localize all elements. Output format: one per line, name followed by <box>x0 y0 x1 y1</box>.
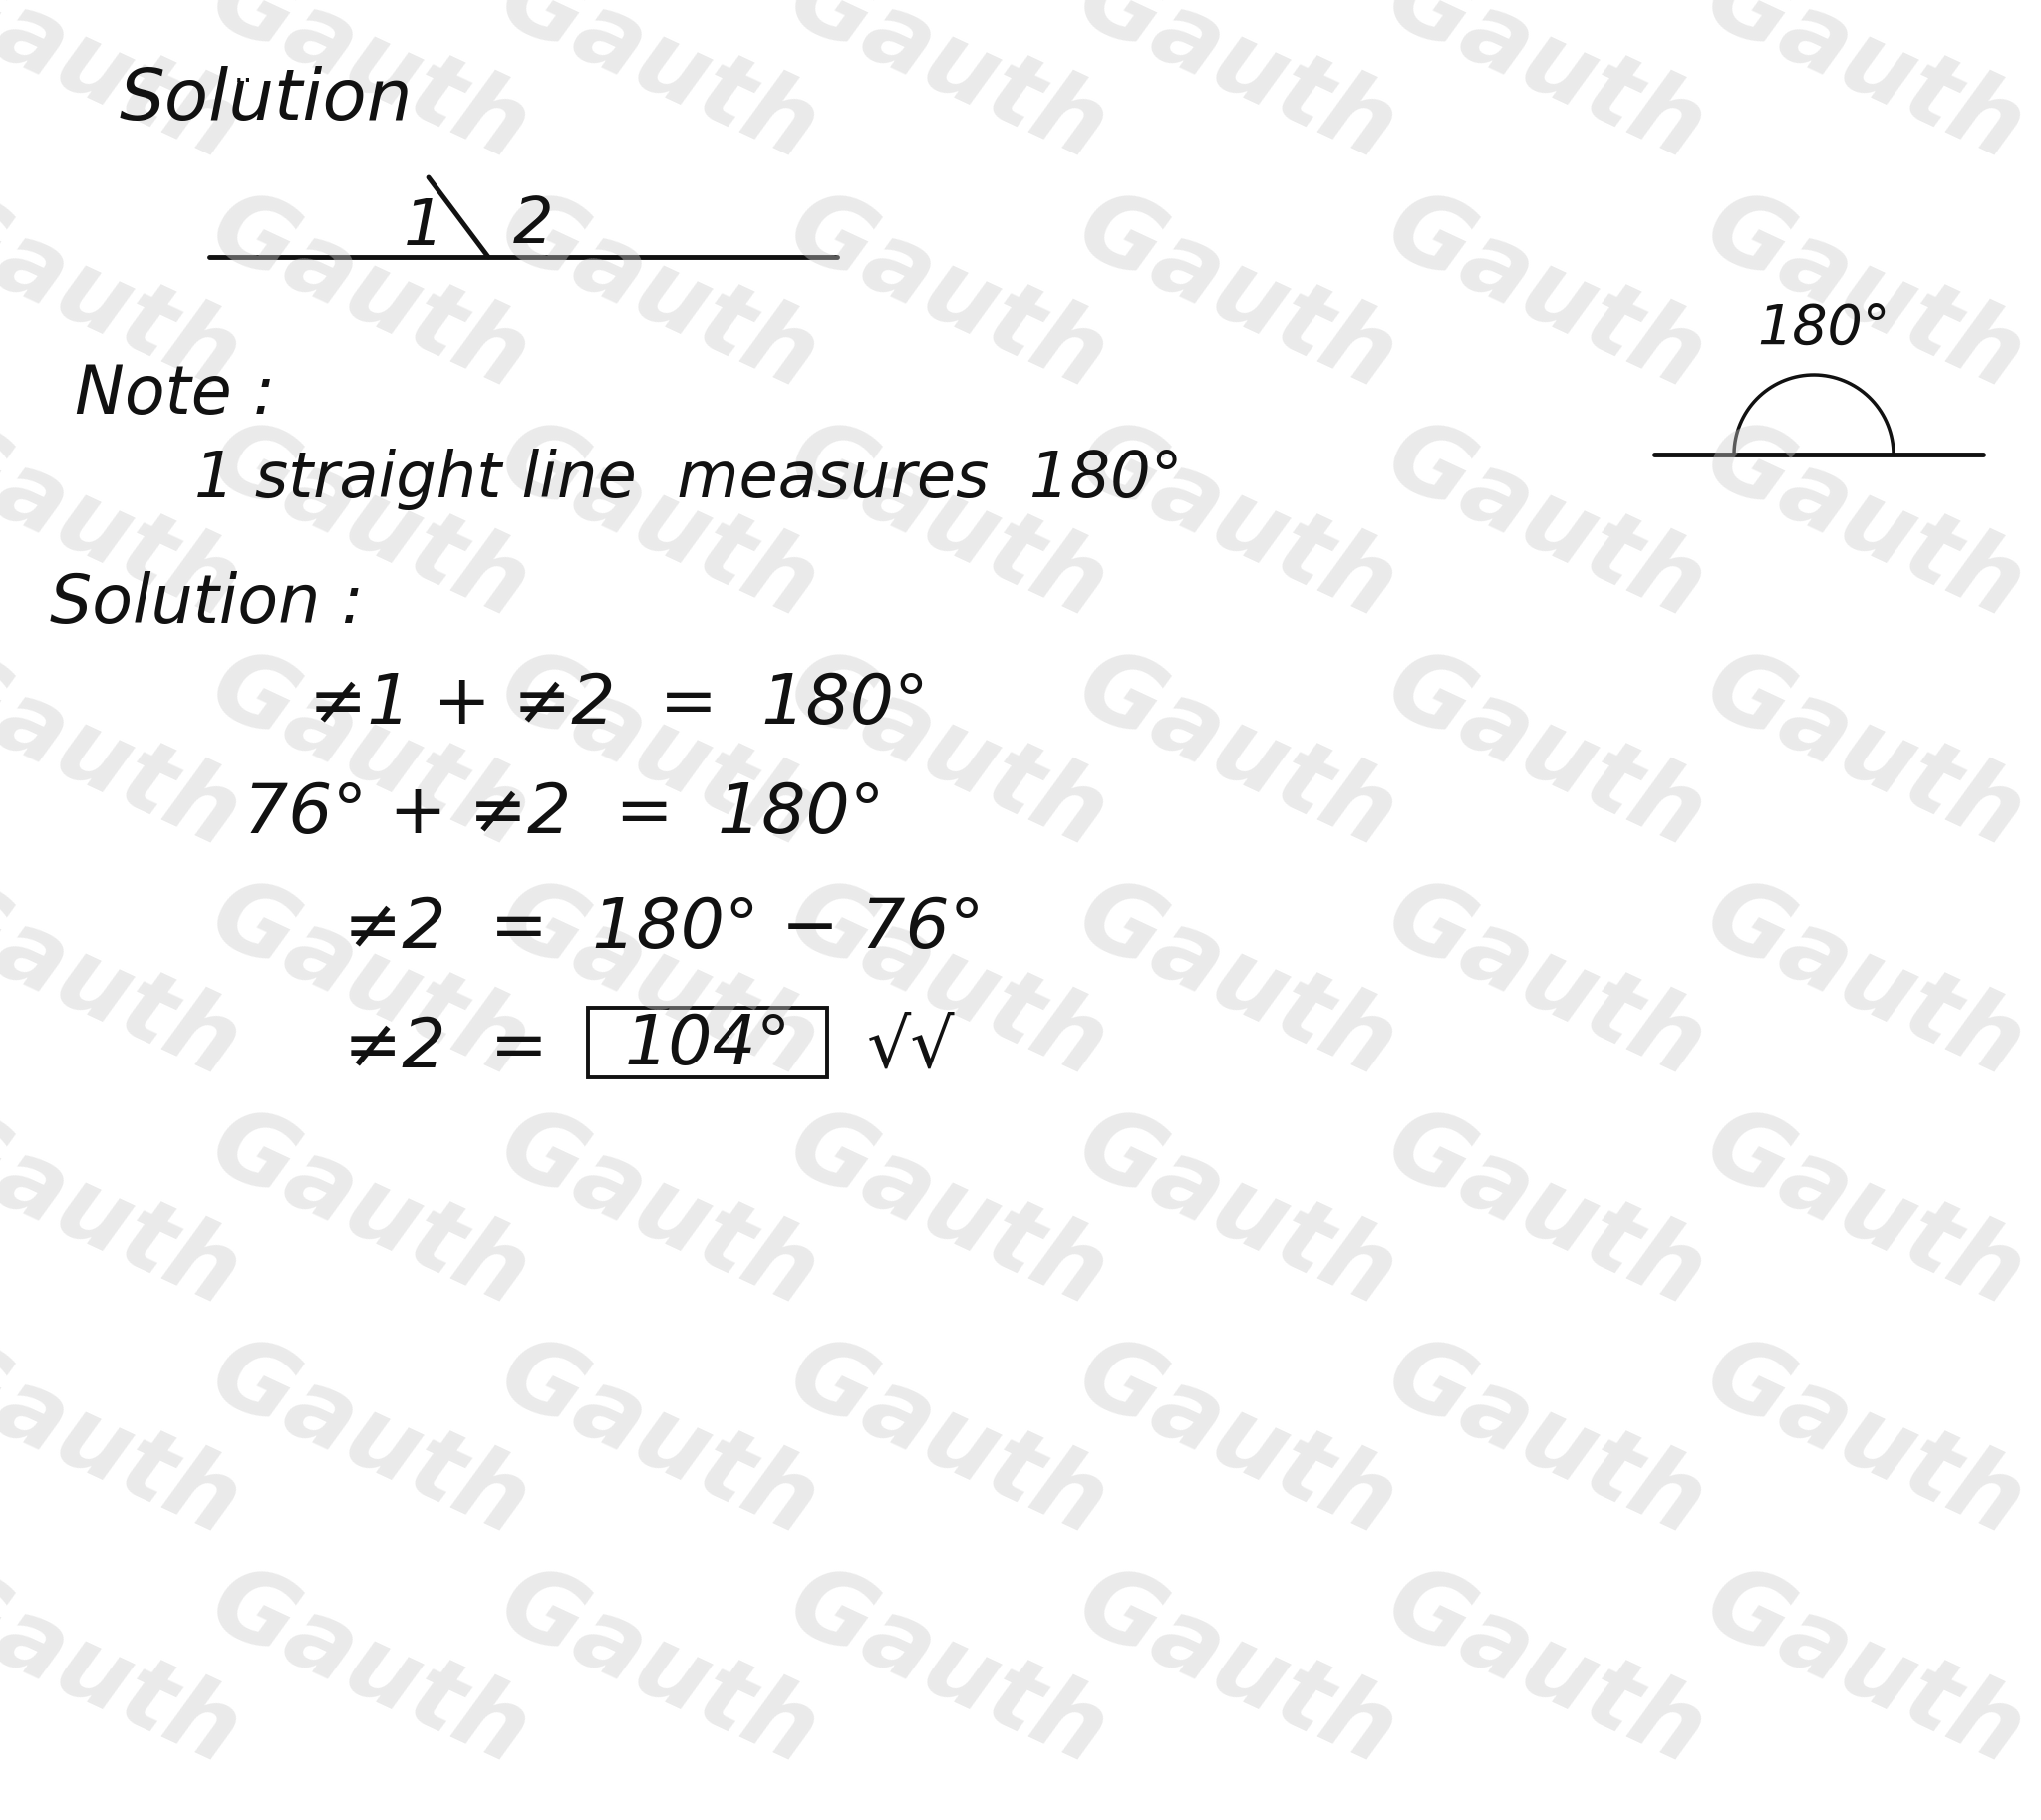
Text: Gauth: Gauth <box>774 0 1121 182</box>
Text: Gauth: Gauth <box>0 180 253 411</box>
Text: 1 straight line  measures  180°: 1 straight line measures 180° <box>194 448 1182 510</box>
Text: Gauth: Gauth <box>1372 1325 1719 1556</box>
Text: Gauth: Gauth <box>194 639 543 868</box>
Text: Gauth: Gauth <box>1061 410 1410 639</box>
Text: Gauth: Gauth <box>1690 868 2037 1097</box>
Text: Gauth: Gauth <box>1372 868 1719 1097</box>
Text: Gauth: Gauth <box>194 1554 543 1785</box>
Text: Gauth: Gauth <box>484 868 831 1097</box>
Text: Gauth: Gauth <box>0 0 253 182</box>
Text: Gauth: Gauth <box>1061 0 1410 182</box>
Text: ≠2  =: ≠2 = <box>343 1014 549 1081</box>
Text: 104°: 104° <box>625 1012 792 1077</box>
Text: Gauth: Gauth <box>484 639 831 868</box>
Text: Solution :: Solution : <box>49 571 363 637</box>
Text: Gauth: Gauth <box>484 410 831 639</box>
Text: 1: 1 <box>404 197 443 258</box>
Text: Gauth: Gauth <box>484 1325 831 1556</box>
Text: Gauth: Gauth <box>774 868 1121 1097</box>
Text: Gauth: Gauth <box>1061 1325 1410 1556</box>
Text: Gauth: Gauth <box>774 1554 1121 1785</box>
Text: Gauth: Gauth <box>1061 180 1410 411</box>
Text: 180°: 180° <box>1757 302 1890 355</box>
Text: Gauth: Gauth <box>774 410 1121 639</box>
Text: Gauth: Gauth <box>0 410 253 639</box>
Text: Gauth: Gauth <box>1690 1554 2037 1785</box>
Text: ≠2  =  180° − 76°: ≠2 = 180° − 76° <box>343 895 984 961</box>
Text: Note :: Note : <box>76 362 276 428</box>
Text: Gauth: Gauth <box>194 868 543 1097</box>
Text: Gauth: Gauth <box>194 180 543 411</box>
Text: Gauth: Gauth <box>1690 0 2037 182</box>
Text: Gauth: Gauth <box>194 0 543 182</box>
Text: ≠1 + ≠2  =  180°: ≠1 + ≠2 = 180° <box>308 670 929 737</box>
Text: Gauth: Gauth <box>1372 1097 1719 1327</box>
Text: Gauth: Gauth <box>1061 1097 1410 1327</box>
Text: Gauth: Gauth <box>1372 0 1719 182</box>
Text: 2: 2 <box>512 195 553 257</box>
Text: Solution: Solution <box>120 66 412 135</box>
Text: Gauth: Gauth <box>774 639 1121 868</box>
Text: Gauth: Gauth <box>484 180 831 411</box>
Text: Gauth: Gauth <box>194 410 543 639</box>
Text: 76° + ≠2  =  180°: 76° + ≠2 = 180° <box>245 781 884 846</box>
Text: Gauth: Gauth <box>774 180 1121 411</box>
Text: Gauth: Gauth <box>194 1097 543 1327</box>
Text: Gauth: Gauth <box>0 1325 253 1556</box>
Text: Gauth: Gauth <box>1690 410 2037 639</box>
Text: Gauth: Gauth <box>1690 639 2037 868</box>
Text: Gauth: Gauth <box>1690 1325 2037 1556</box>
Text: Gauth: Gauth <box>0 868 253 1097</box>
Text: Gauth: Gauth <box>484 0 831 182</box>
Text: Gauth: Gauth <box>484 1554 831 1785</box>
Text: Gauth: Gauth <box>484 1097 831 1327</box>
Text: Gauth: Gauth <box>0 1097 253 1327</box>
Text: Gauth: Gauth <box>774 1325 1121 1556</box>
Text: Gauth: Gauth <box>0 639 253 868</box>
Text: Gauth: Gauth <box>1061 639 1410 868</box>
Text: Gauth: Gauth <box>1372 180 1719 411</box>
Text: Gauth: Gauth <box>1372 410 1719 639</box>
Text: √√: √√ <box>867 1014 955 1081</box>
Text: Gauth: Gauth <box>1690 180 2037 411</box>
Text: Gauth: Gauth <box>194 1325 543 1556</box>
Text: Gauth: Gauth <box>1061 1554 1410 1785</box>
Text: Gauth: Gauth <box>1372 639 1719 868</box>
Text: Gauth: Gauth <box>774 1097 1121 1327</box>
Text: Gauth: Gauth <box>1690 1097 2037 1327</box>
Text: Gauth: Gauth <box>1061 868 1410 1097</box>
Text: Gauth: Gauth <box>1372 1554 1719 1785</box>
Text: ..: .. <box>235 58 253 87</box>
Text: Gauth: Gauth <box>0 1554 253 1785</box>
